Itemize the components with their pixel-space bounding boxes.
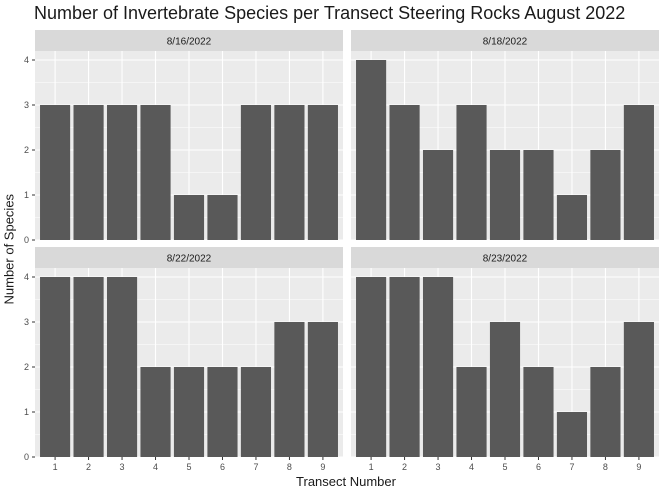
bar (240, 105, 272, 240)
facet-strip-label: 8/18/2022 (483, 37, 528, 48)
bar (274, 105, 305, 240)
x-tick-label: 8 (603, 462, 608, 472)
bar (556, 195, 588, 240)
bar (73, 105, 104, 240)
x-tick-label: 5 (186, 462, 191, 472)
facet-panel: 8/18/2022 (351, 30, 659, 241)
bar (422, 277, 454, 457)
x-tick-label: 9 (636, 462, 641, 472)
bar (207, 367, 238, 457)
x-tick-label: 2 (86, 462, 91, 472)
y-tick-label: 1 (24, 407, 29, 417)
bar (173, 367, 205, 457)
bar (523, 150, 554, 240)
facet-panel: 8/16/2022 0 1 2 3 4 (24, 30, 343, 245)
bar (623, 105, 654, 240)
bar (590, 367, 621, 457)
x-tick-label: 8 (287, 462, 292, 472)
x-tick-label: 1 (369, 462, 374, 472)
bar (422, 150, 454, 240)
y-tick-label: 4 (24, 55, 29, 65)
y-tick-label: 3 (24, 317, 29, 327)
y-tick-label: 0 (24, 452, 29, 462)
bar (106, 277, 138, 457)
y-tick-label: 4 (24, 272, 29, 282)
x-tick-label: 6 (220, 462, 225, 472)
bar (356, 277, 387, 457)
x-tick-label: 3 (120, 462, 125, 472)
bar (207, 195, 238, 240)
bar (389, 105, 420, 240)
x-axis-label: Transect Number (296, 474, 396, 489)
x-tick-label: 7 (569, 462, 574, 472)
bar (40, 277, 71, 457)
x-tick-label: 3 (436, 462, 441, 472)
facet-panel: 8/22/2022 0 1 2 3 4 1 2 3 4 5 6 7 8 9 (24, 247, 343, 472)
bar (173, 195, 205, 240)
y-tick-label: 2 (24, 145, 29, 155)
facet-strip (35, 30, 343, 51)
bar (456, 367, 487, 457)
bar (274, 322, 305, 457)
facet-strip-label: 8/16/2022 (167, 37, 212, 48)
bar (523, 367, 554, 457)
x-tick-label: 5 (502, 462, 507, 472)
bar (356, 60, 387, 240)
bar (307, 322, 338, 457)
bar (489, 322, 521, 457)
bar (489, 150, 521, 240)
facet-strip-label: 8/22/2022 (167, 254, 212, 265)
facet-strip-label: 8/23/2022 (483, 254, 528, 265)
y-tick-label: 0 (24, 235, 29, 245)
bar (240, 367, 272, 457)
chart-title: Number of Invertebrate Species per Trans… (34, 3, 626, 23)
x-tick-label: 1 (53, 462, 58, 472)
y-tick-label: 2 (24, 362, 29, 372)
y-tick-label: 1 (24, 190, 29, 200)
x-tick-label: 4 (469, 462, 474, 472)
bar (456, 105, 487, 240)
bar (556, 412, 588, 457)
facet-strip (351, 247, 659, 268)
facet-strip (351, 30, 659, 51)
x-tick-label: 6 (536, 462, 541, 472)
bar (106, 105, 138, 240)
bar (307, 105, 338, 240)
y-tick-label: 3 (24, 100, 29, 110)
facet-strip (35, 247, 343, 268)
x-tick-label: 4 (153, 462, 158, 472)
bar (140, 105, 171, 240)
x-tick-label: 9 (320, 462, 325, 472)
bar (140, 367, 171, 457)
bar (73, 277, 104, 457)
bar (590, 150, 621, 240)
x-tick-label: 7 (253, 462, 258, 472)
x-tick-label: 2 (402, 462, 407, 472)
bar (40, 105, 71, 240)
bar (623, 322, 654, 457)
bar (389, 277, 420, 457)
facet-panel: 8/23/2022 1 2 3 4 5 6 7 8 9 (351, 247, 659, 472)
